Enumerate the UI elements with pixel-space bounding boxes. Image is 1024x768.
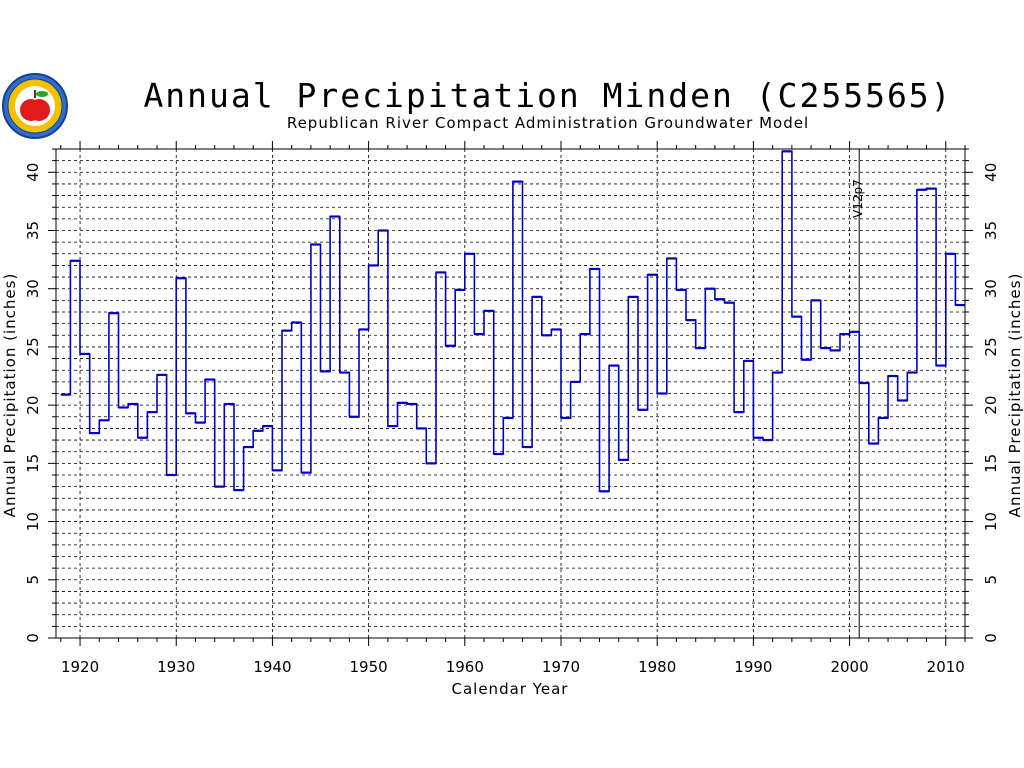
y-tick-label: 40 (982, 163, 1000, 182)
y-tick-label: 10 (24, 512, 42, 531)
y-tick-label: 35 (982, 221, 1000, 240)
y-axis-label-right: Annual Precipitation (inches) (1006, 273, 1024, 518)
y-tick-label: 15 (982, 454, 1000, 473)
y-axis-left: 0 5 10 15 20 25 30 35 40 (24, 148, 56, 643)
y-tick-label: 5 (982, 575, 1000, 585)
y-tick-label: 25 (24, 337, 42, 356)
x-tick-label: 1970 (542, 658, 580, 676)
x-tick-label: 1990 (734, 658, 772, 676)
y-tick-label: 25 (982, 337, 1000, 356)
x-axis-label: Calendar Year (452, 680, 569, 698)
y-tick-label: 20 (982, 396, 1000, 415)
y-tick-label: 30 (24, 279, 42, 298)
state-seal-logo (2, 73, 68, 139)
x-tick-label: 2010 (927, 658, 965, 676)
y-tick-label: 0 (982, 633, 1000, 643)
version-annotation: V12p7 (851, 179, 865, 218)
x-tick-label: 1930 (157, 658, 195, 676)
y-tick-label: 30 (982, 279, 1000, 298)
x-tick-label: 1950 (350, 658, 388, 676)
y-axis-label-left: Annual Precipitation (inches) (1, 273, 19, 518)
x-tick-label: 2000 (830, 658, 868, 676)
x-tick-label: 1980 (638, 658, 676, 676)
y-tick-label: 15 (24, 454, 42, 473)
y-tick-label: 0 (24, 633, 42, 643)
plot-frame (55, 148, 966, 639)
precipitation-series (60, 150, 965, 493)
x-axis: 1920 1930 1940 1950 1960 1970 1980 1990 2000 2010 (60, 141, 966, 676)
y-tick-label: 5 (24, 575, 42, 585)
grid-lines (56, 148, 965, 638)
y-axis-right: 0 5 10 15 20 25 30 35 40 (965, 148, 1000, 643)
x-tick-label: 1940 (253, 658, 291, 676)
y-tick-label: 35 (24, 221, 42, 240)
x-tick-label: 1960 (446, 658, 484, 676)
y-tick-label: 20 (24, 396, 42, 415)
y-tick-label: 40 (24, 163, 42, 182)
y-tick-label: 10 (982, 512, 1000, 531)
chart-subtitle: Republican River Compact Administration … (287, 114, 809, 132)
precipitation-step-line (60, 150, 965, 493)
x-tick-label: 1920 (61, 658, 99, 676)
chart-title: Annual Precipitation Minden (C255565) (143, 76, 952, 115)
